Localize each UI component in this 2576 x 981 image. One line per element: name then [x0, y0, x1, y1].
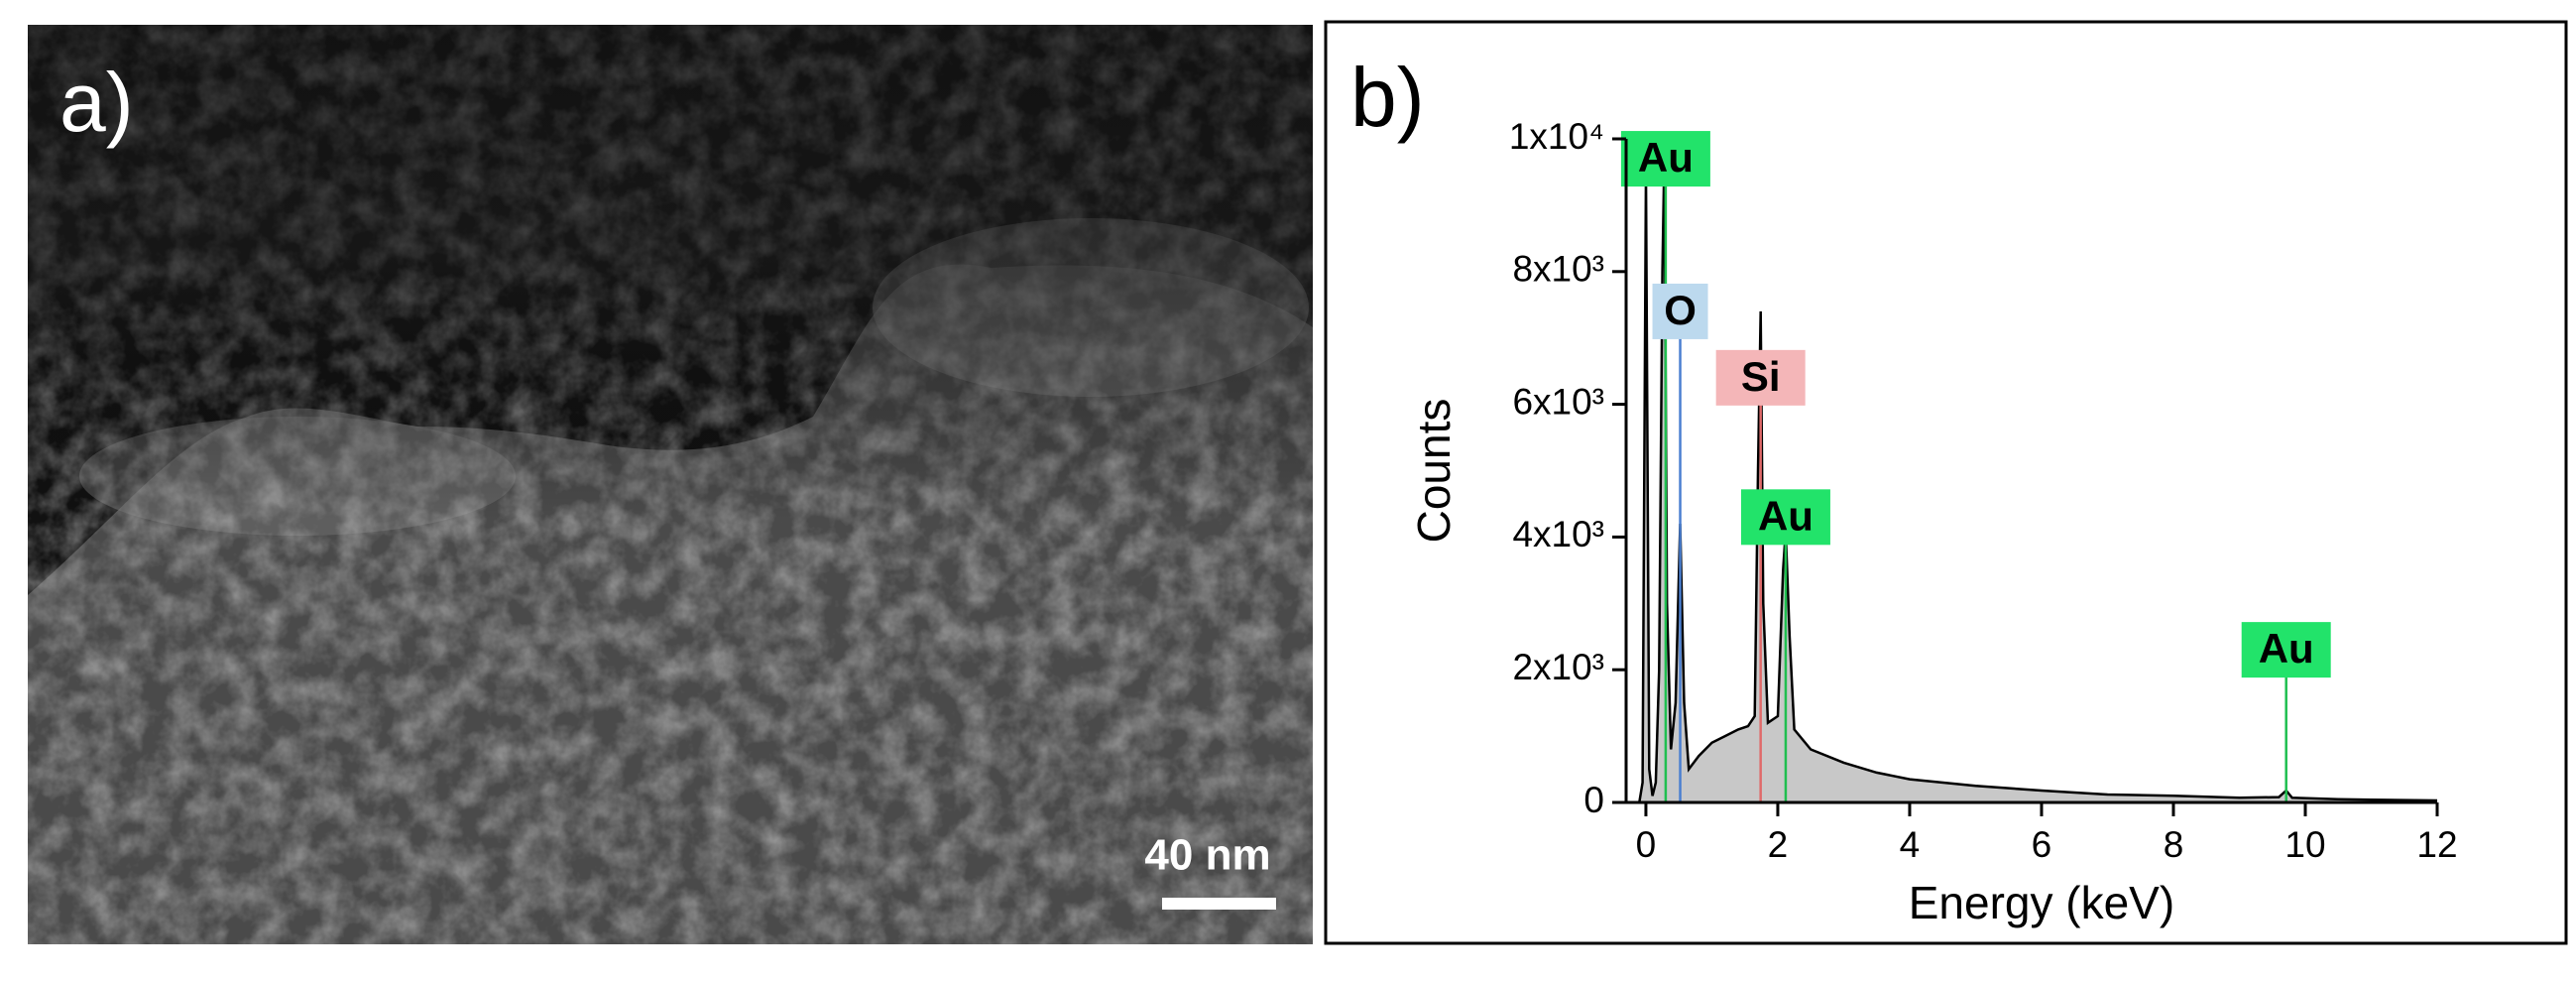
element-label: Au — [1638, 134, 1694, 181]
y-tick-label: 8x10³ — [1512, 249, 1604, 290]
element-label-bg — [1620, 131, 1710, 187]
y-tick-label: 4x10³ — [1512, 514, 1604, 554]
x-tick-label: 12 — [2416, 824, 2457, 865]
y-tick-label: 0 — [1583, 780, 1604, 820]
x-tick-label: 10 — [2284, 824, 2325, 865]
spectrum-line — [1638, 152, 2438, 803]
element-label: Si — [1741, 353, 1781, 400]
element-label-bg — [1740, 489, 1830, 546]
panel-label: b) — [1350, 51, 1425, 144]
y-tick-label: 1x10⁴ — [1509, 116, 1604, 157]
element-label-bg — [1652, 283, 1708, 339]
micrograph: a) 40 nm — [28, 25, 1313, 944]
element-label: O — [1664, 287, 1697, 333]
panel-label: a) — [59, 56, 134, 149]
x-tick-label: 4 — [1900, 824, 1921, 865]
x-tick-label: 0 — [1636, 824, 1657, 865]
element-label: Au — [2259, 625, 2314, 672]
element-label-bg — [1715, 349, 1806, 406]
x-tick-label: 6 — [2032, 824, 2052, 865]
scale-bar — [1162, 898, 1276, 910]
element-label-bg — [2241, 622, 2331, 678]
element-label: Au — [1758, 492, 1814, 539]
y-axis-title: Counts — [1408, 399, 1460, 544]
x-tick-label: 2 — [1768, 824, 1789, 865]
x-axis-title: Energy (keV) — [1909, 877, 2174, 928]
panel-frame — [1324, 20, 2568, 945]
plot: Au O Si Au Au 0 2 4 6 8 10 12 0 2x10³ 4x10³ 6x10³ 8x10³ 1… — [1408, 116, 2457, 928]
y-tick-label: 2x10³ — [1512, 647, 1604, 687]
y-tick-label: 6x10³ — [1512, 381, 1604, 422]
scale-bar-label: 40 nm — [1144, 831, 1270, 880]
x-tick-label: 8 — [2164, 824, 2184, 865]
